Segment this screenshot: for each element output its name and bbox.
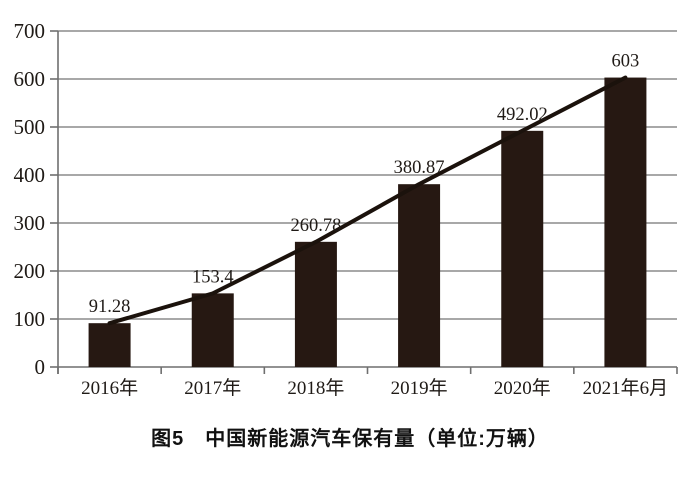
y-axis-tick-label: 500 (14, 115, 46, 139)
y-axis-tick-label: 100 (14, 307, 46, 331)
x-axis-category-label: 2017年 (184, 377, 241, 399)
y-axis-tick-label: 700 (14, 19, 46, 43)
value-label: 603 (612, 52, 640, 72)
value-label: 380.87 (394, 158, 445, 178)
x-axis-category-label: 2018年 (287, 377, 344, 399)
x-axis-category-label: 2021年6月 (583, 377, 669, 399)
x-axis-category-label: 2016年 (81, 377, 138, 399)
value-label: 260.78 (290, 216, 341, 236)
x-axis-category-label: 2019年 (391, 377, 448, 399)
bar (604, 77, 647, 367)
value-label: 91.28 (89, 297, 131, 317)
bar (191, 293, 234, 367)
value-label: 492.02 (497, 105, 548, 125)
figure-caption: 图5 中国新能源汽车保有量（单位:万辆） (151, 428, 549, 450)
chart-area: 0 100 200 300 400 500 600 700 2016年 2017年 2018年 201… (14, 19, 678, 399)
bar (88, 323, 131, 367)
bar (294, 241, 337, 367)
trend-line (107, 75, 628, 326)
bar-line-chart: 0 100 200 300 400 500 600 700 2016年 2017年 2018年 201… (14, 19, 678, 399)
y-axis-tick-label: 300 (14, 211, 46, 235)
x-axis-category-label: 2020年 (494, 377, 551, 399)
y-axis-tick-label: 0 (35, 355, 46, 379)
y-axis-tick-label: 200 (14, 259, 46, 283)
y-axis-tick-label: 600 (14, 67, 46, 91)
bar (398, 184, 441, 367)
bar (501, 130, 544, 367)
value-label: 153.4 (192, 267, 234, 287)
y-axis-tick-label: 400 (14, 163, 46, 187)
